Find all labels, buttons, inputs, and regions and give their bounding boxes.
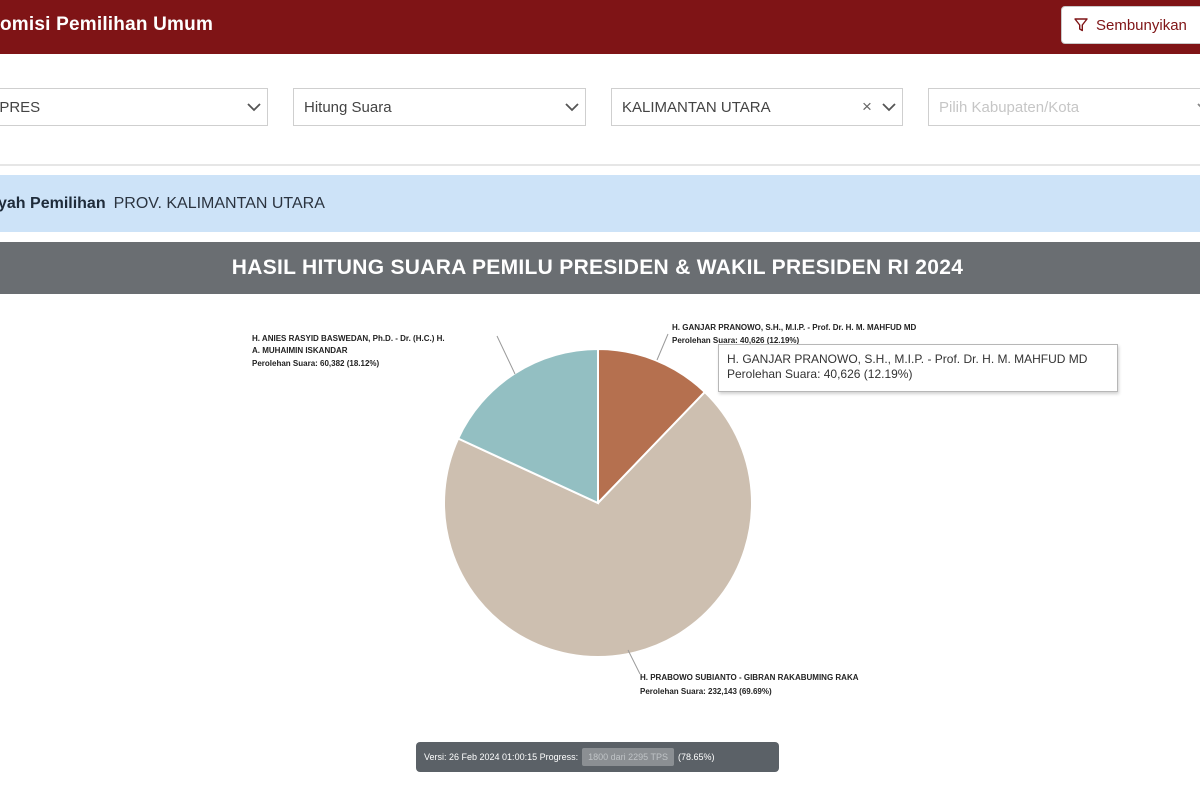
chevron-down-icon (559, 102, 585, 112)
chevron-down-icon (876, 102, 902, 112)
slice-label-anies-votes: Perolehan Suara: 60,382 (18.12%) (252, 359, 380, 368)
region-label: yah Pemilihan (0, 194, 106, 212)
tooltip-name: H. GANJAR PRANOWO, S.H., M.I.P. - Prof. … (727, 352, 1088, 366)
version-progress-bar: Versi: 26 Feb 2024 01:00:15 Progress: 18… (416, 742, 779, 772)
slice-label-anies-name: H. ANIES RASYID BASWEDAN, Ph.D. - Dr. (H… (252, 334, 445, 343)
progress-percent: (78.65%) (678, 752, 715, 762)
count-type-value: Hitung Suara (304, 98, 392, 116)
connector-anies (496, 335, 516, 375)
tooltip-votes: Perolehan Suara: 40,626 (12.19%) (727, 367, 913, 381)
clear-icon[interactable]: × (862, 97, 872, 116)
chart-title-bar: HASIL HITUNG SUARA PEMILU PRESIDEN & WAK… (0, 242, 1200, 294)
pie-slice-ganjar[interactable] (597, 347, 707, 506)
hide-filters-button[interactable]: Sembunyikan (1061, 6, 1200, 44)
chart-title: HASIL HITUNG SUARA PEMILU PRESIDEN & WAK… (231, 256, 964, 279)
count-type-select[interactable]: Hitung Suara (293, 88, 586, 126)
filter-icon (1074, 18, 1088, 32)
slice-label-ganjar-votes: Perolehan Suara: 40,626 (12.19%) (672, 336, 800, 345)
slice-label-prabowo-votes: Perolehan Suara: 232,143 (69.69%) (640, 687, 772, 696)
province-select[interactable]: KALIMANTAN UTARA × (611, 88, 903, 126)
version-text: Versi: 26 Feb 2024 01:00:15 Progress: (424, 752, 579, 762)
connector-ganjar (656, 333, 669, 361)
pie-chart-area: H. ANIES RASYID BASWEDAN, Ph.D. - Dr. (H… (0, 294, 1200, 740)
app-title: omisi Pemilihan Umum (0, 14, 214, 35)
progress-tps: 1800 dari 2295 TPS (582, 748, 675, 766)
chevron-down-icon (241, 102, 267, 112)
region-breadcrumb: yah Pemilihan PROV. KALIMANTAN UTARA (0, 175, 1200, 232)
regency-placeholder: Pilih Kabupaten/Kota (939, 98, 1080, 116)
slice-label-anies-name-2: A. MUHAIMIN ISKANDAR (252, 346, 348, 355)
region-value: PROV. KALIMANTAN UTARA (113, 194, 325, 212)
chevron-down-icon (1191, 102, 1200, 112)
top-navbar: omisi Pemilihan Umum Sembunyikan (0, 0, 1200, 54)
chart-tooltip: H. GANJAR PRANOWO, S.H., M.I.P. - Prof. … (718, 344, 1118, 392)
pie-chart: H. ANIES RASYID BASWEDAN, Ph.D. - Dr. (H… (252, 323, 917, 696)
slice-label-ganjar-name: H. GANJAR PRANOWO, S.H., M.I.P. - Prof. … (672, 323, 917, 332)
hide-filters-label: Sembunyikan (1096, 16, 1187, 34)
province-value: KALIMANTAN UTARA (622, 98, 771, 116)
slice-label-prabowo-name: H. PRABOWO SUBIANTO - GIBRAN RAKABUMING … (640, 673, 859, 682)
pie-slice-prabowo[interactable] (443, 390, 753, 658)
regency-select[interactable]: Pilih Kabupaten/Kota (928, 88, 1200, 126)
connector-prabowo (627, 649, 641, 675)
